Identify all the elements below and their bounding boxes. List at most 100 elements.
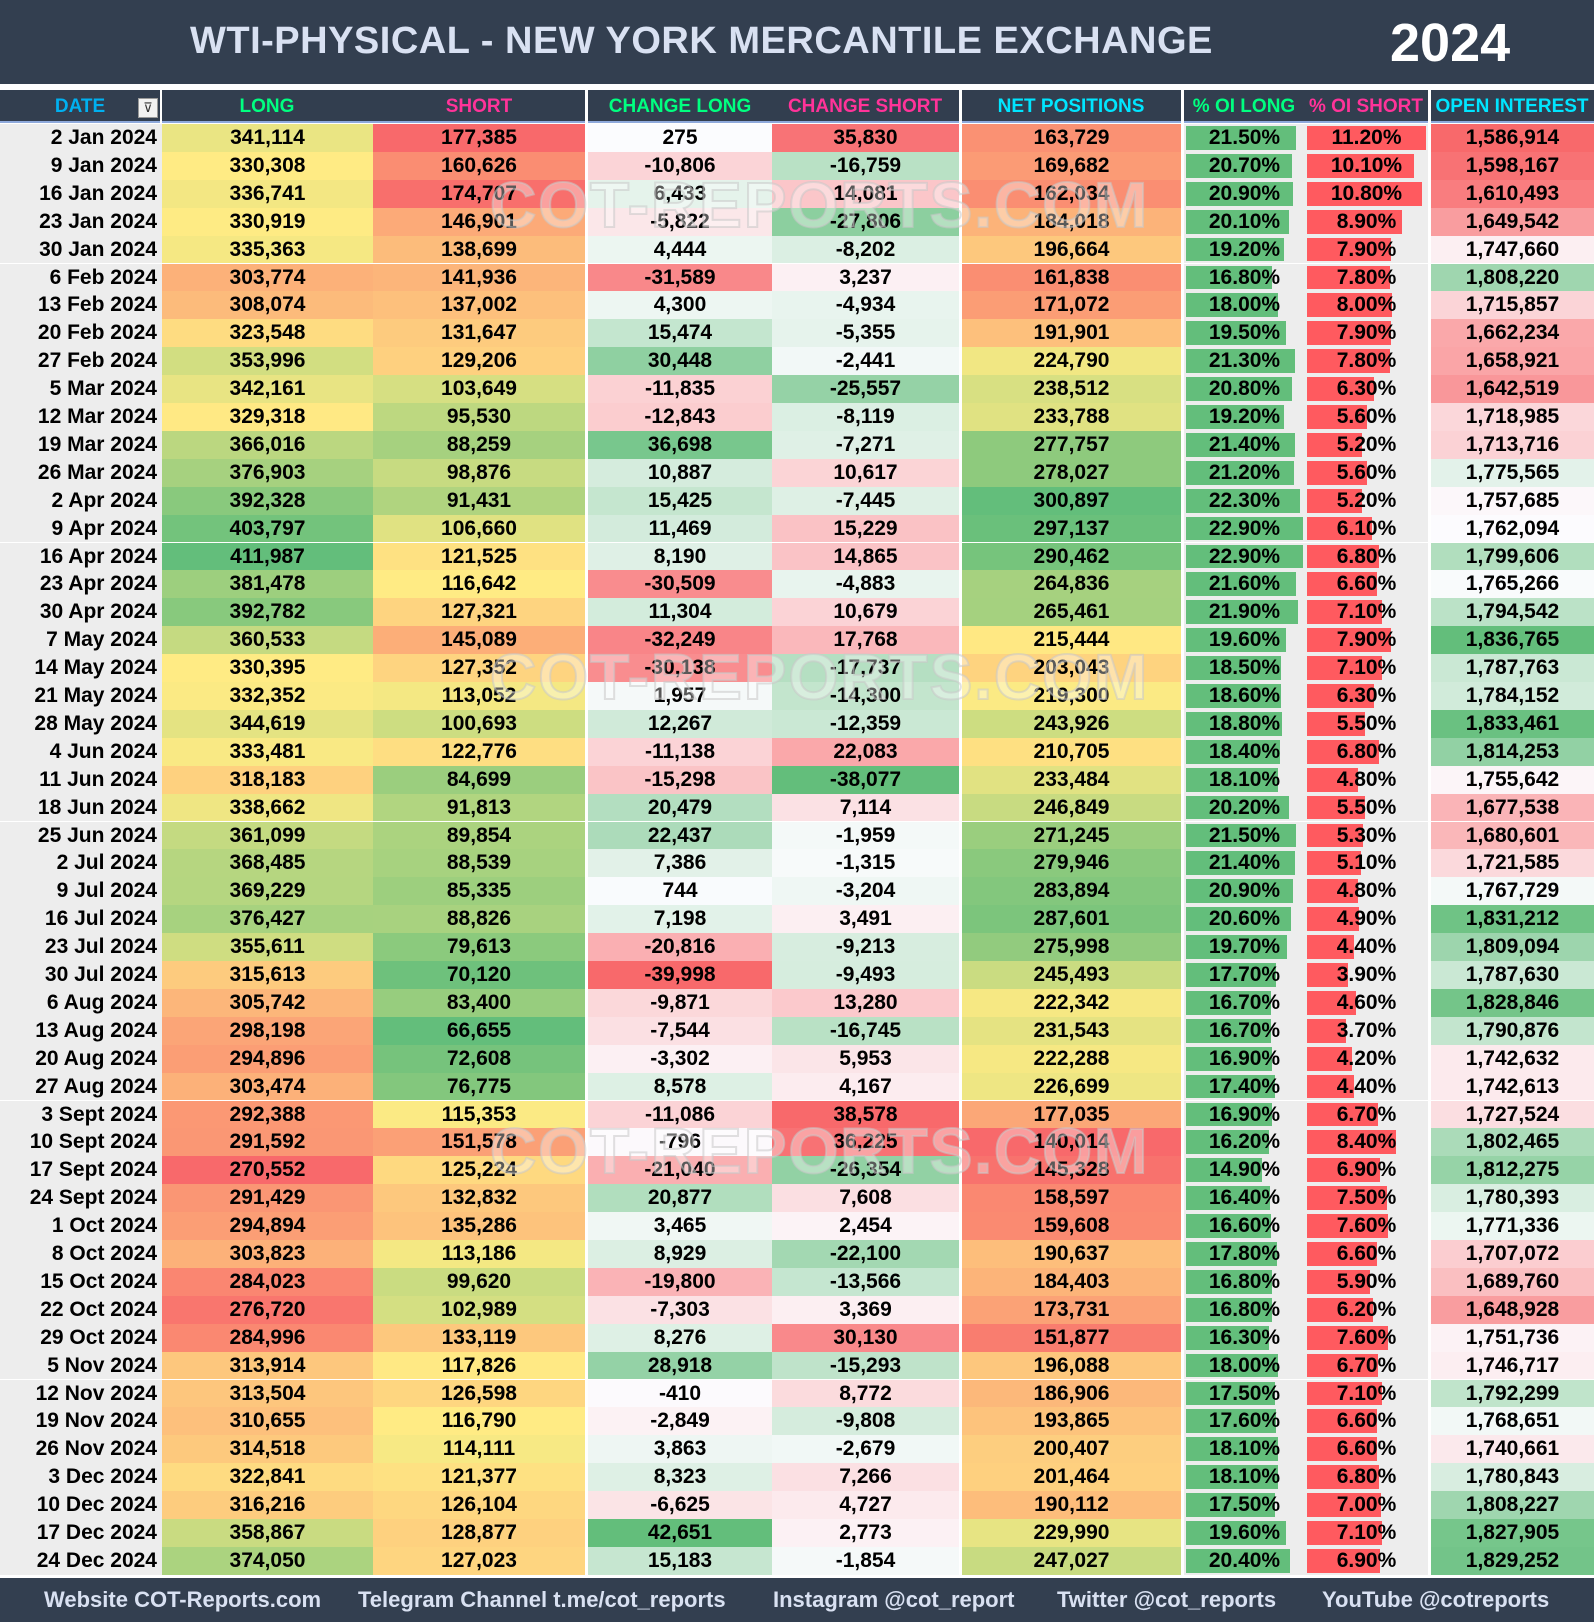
- short-cell: 102,989: [373, 1295, 585, 1324]
- long-cell: 284,996: [162, 1323, 373, 1352]
- percent-value: 20.90%: [1208, 181, 1281, 205]
- pct-oi-long-cell: 18.10%: [1184, 765, 1305, 794]
- oi-short-data-bar: [1307, 684, 1374, 708]
- open-interest-cell: 1,808,227: [1431, 1491, 1594, 1519]
- change-long-cell: 20,877: [588, 1184, 772, 1213]
- pct-oi-long-cell: 18.00%: [1184, 291, 1305, 320]
- percent-value: 21.50%: [1208, 823, 1281, 847]
- percent-value: 7.00%: [1336, 1493, 1397, 1517]
- change-short-cell: -16,745: [772, 1016, 959, 1045]
- oi-long-data-bar: [1186, 321, 1286, 346]
- long-cell: 308,074: [162, 291, 373, 320]
- long-cell: 303,474: [162, 1072, 373, 1101]
- date-cell: 23 Apr 2024: [0, 570, 162, 599]
- change-short-cell: -1,959: [772, 821, 959, 850]
- column-header-change-long[interactable]: CHANGE LONG: [608, 96, 752, 117]
- long-cell: 392,782: [162, 598, 373, 627]
- oi-short-data-bar: [1307, 963, 1349, 987]
- net-positions-cell: 210,705: [962, 737, 1181, 766]
- footer-twitter-link[interactable]: Twitter @cot_reports: [1057, 1587, 1277, 1612]
- change-long-cell: 8,190: [588, 542, 772, 571]
- open-interest-cell: 1,799,606: [1431, 542, 1594, 571]
- open-interest-cell: 1,790,876: [1431, 1016, 1594, 1045]
- column-header-date[interactable]: DATE: [54, 96, 106, 117]
- pct-oi-short-cell: 8.00%: [1305, 291, 1428, 320]
- pct-oi-short-cell: 6.30%: [1305, 375, 1428, 403]
- oi-short-data-bar: [1307, 237, 1391, 262]
- pct-oi-long-cell: 21.20%: [1184, 458, 1305, 487]
- column-header-long[interactable]: LONG: [239, 96, 295, 117]
- oi-short-data-bar: [1307, 711, 1366, 736]
- percent-value: 16.90%: [1208, 1046, 1281, 1070]
- oi-long-data-bar: [1186, 209, 1289, 234]
- table-row: 18 Jun 2024 338,662 91,813 20,479 7,114 246,8…: [0, 793, 1594, 822]
- net-positions-cell: 190,112: [962, 1491, 1181, 1519]
- pct-oi-short-cell: 4.40%: [1305, 1072, 1428, 1101]
- column-header-change-short[interactable]: CHANGE SHORT: [787, 96, 943, 117]
- net-positions-cell: 290,462: [962, 542, 1181, 571]
- column-header-net-positions[interactable]: NET POSITIONS: [997, 96, 1145, 117]
- pct-oi-short-cell: 4.40%: [1305, 933, 1428, 961]
- percent-value: 16.60%: [1208, 1214, 1281, 1238]
- pct-oi-long-cell: 18.10%: [1184, 1463, 1305, 1492]
- open-interest-cell: 1,829,252: [1431, 1546, 1594, 1575]
- percent-value: 8.00%: [1336, 293, 1397, 317]
- short-cell: 88,539: [373, 849, 585, 878]
- net-positions-cell: 275,998: [962, 933, 1181, 961]
- long-cell: 403,797: [162, 514, 373, 543]
- filter-sort-icon[interactable]: ⊽: [138, 98, 158, 118]
- column-header-oi-short[interactable]: % OI SHORT: [1308, 96, 1423, 117]
- footer-instagram-link[interactable]: Instagram @cot_report: [773, 1587, 1015, 1612]
- short-cell: 141,936: [373, 263, 585, 292]
- long-cell: 330,395: [162, 654, 373, 682]
- table-row: 10 Dec 2024 316,216 126,104 -6,625 4,727 190,…: [0, 1491, 1594, 1519]
- open-interest-cell: 1,765,266: [1431, 570, 1594, 599]
- pct-oi-short-cell: 3.90%: [1305, 961, 1428, 989]
- oi-long-data-bar: [1186, 1018, 1272, 1043]
- percent-value: 4.20%: [1336, 1046, 1397, 1070]
- percent-value: 18.80%: [1208, 711, 1281, 735]
- pct-oi-short-cell: 5.50%: [1305, 793, 1428, 822]
- short-cell: 113,186: [373, 1240, 585, 1268]
- change-long-cell: 275: [588, 124, 772, 152]
- change-long-cell: 7,198: [588, 905, 772, 934]
- footer-youtube-link[interactable]: YouTube @cotreports: [1322, 1587, 1550, 1612]
- pct-oi-long-cell: 16.90%: [1184, 1100, 1305, 1129]
- pct-oi-short-cell: 6.60%: [1305, 1435, 1428, 1464]
- footer-telegram-link[interactable]: Telegram Channel t.me/cot_reports: [358, 1587, 726, 1612]
- change-short-cell: -2,441: [772, 347, 959, 376]
- oi-short-data-bar: [1307, 572, 1378, 597]
- change-long-cell: -11,138: [588, 737, 772, 766]
- change-short-cell: -1,315: [772, 849, 959, 878]
- percent-value: 6.30%: [1336, 684, 1397, 707]
- column-header-short[interactable]: SHORT: [445, 96, 513, 117]
- short-cell: 88,259: [373, 430, 585, 459]
- net-positions-cell: 159,608: [962, 1212, 1181, 1240]
- change-short-cell: -15,293: [772, 1351, 959, 1380]
- oi-long-data-bar: [1186, 1548, 1291, 1573]
- open-interest-cell: 1,812,275: [1431, 1156, 1594, 1185]
- oi-long-data-bar: [1186, 265, 1272, 290]
- column-header-oi-long[interactable]: % OI LONG: [1192, 96, 1296, 117]
- percent-value: 18.10%: [1208, 767, 1281, 791]
- pct-oi-long-cell: 16.60%: [1184, 1212, 1305, 1240]
- net-positions-cell: 193,865: [962, 1407, 1181, 1436]
- pct-oi-long-cell: 19.50%: [1184, 319, 1305, 348]
- percent-value: 21.60%: [1208, 572, 1281, 596]
- short-cell: 127,023: [373, 1546, 585, 1575]
- change-short-cell: -27,806: [772, 207, 959, 236]
- percent-value: 20.80%: [1208, 377, 1281, 401]
- oi-long-data-bar: [1186, 1353, 1278, 1378]
- table-row: 17 Dec 2024 358,867 128,877 42,651 2,773 229,…: [0, 1519, 1594, 1547]
- table-row: 23 Apr 2024 381,478 116,642 -30,509 -4,883 26…: [0, 570, 1594, 599]
- percent-value: 6.90%: [1336, 1158, 1397, 1182]
- column-header-open-interest[interactable]: OPEN INTEREST: [1435, 96, 1589, 117]
- net-positions-cell: 184,403: [962, 1267, 1181, 1296]
- date-cell: 17 Sept 2024: [0, 1156, 162, 1185]
- table-row: 12 Mar 2024 329,318 95,530 -12,843 -8,119 233…: [0, 403, 1594, 431]
- oi-long-data-bar: [1186, 405, 1285, 429]
- footer-website-link[interactable]: Website COT-Reports.com: [44, 1587, 322, 1612]
- long-cell: 353,996: [162, 347, 373, 376]
- table-row: 24 Dec 2024 374,050 127,023 15,183 -1,854 247…: [0, 1546, 1594, 1575]
- percent-value: 7.10%: [1336, 600, 1397, 624]
